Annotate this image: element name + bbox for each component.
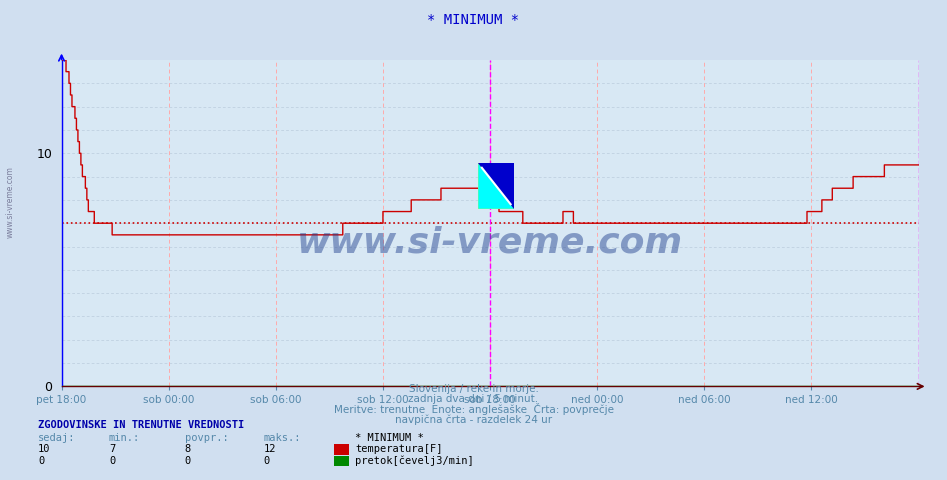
Text: ZGODOVINSKE IN TRENUTNE VREDNOSTI: ZGODOVINSKE IN TRENUTNE VREDNOSTI bbox=[38, 420, 244, 430]
Text: min.:: min.: bbox=[109, 432, 140, 443]
Text: sedaj:: sedaj: bbox=[38, 432, 76, 443]
Polygon shape bbox=[478, 163, 514, 209]
Text: * MINIMUM *: * MINIMUM * bbox=[427, 13, 520, 27]
Text: 0: 0 bbox=[263, 456, 270, 466]
Text: 7: 7 bbox=[109, 444, 116, 454]
Text: maks.:: maks.: bbox=[263, 432, 301, 443]
Text: 0: 0 bbox=[185, 456, 191, 466]
Text: 0: 0 bbox=[38, 456, 45, 466]
Text: * MINIMUM *: * MINIMUM * bbox=[355, 432, 424, 443]
Text: povpr.:: povpr.: bbox=[185, 432, 228, 443]
Text: navpična črta - razdelek 24 ur: navpična črta - razdelek 24 ur bbox=[395, 415, 552, 425]
Text: temperatura[F]: temperatura[F] bbox=[355, 444, 442, 454]
Polygon shape bbox=[478, 163, 514, 209]
Text: Slovenija / reke in morje.: Slovenija / reke in morje. bbox=[408, 384, 539, 394]
Text: Meritve: trenutne  Enote: anglešaške  Črta: povprečje: Meritve: trenutne Enote: anglešaške Črta… bbox=[333, 403, 614, 415]
Text: 8: 8 bbox=[185, 444, 191, 454]
Text: www.si-vreme.com: www.si-vreme.com bbox=[297, 226, 683, 260]
Text: 10: 10 bbox=[38, 444, 50, 454]
Text: 0: 0 bbox=[109, 456, 116, 466]
Text: zadnja dva dni / 5 minut.: zadnja dva dni / 5 minut. bbox=[408, 394, 539, 404]
Text: pretok[čevelj3/min]: pretok[čevelj3/min] bbox=[355, 455, 474, 466]
Text: www.si-vreme.com: www.si-vreme.com bbox=[6, 166, 15, 238]
Text: 12: 12 bbox=[263, 444, 276, 454]
